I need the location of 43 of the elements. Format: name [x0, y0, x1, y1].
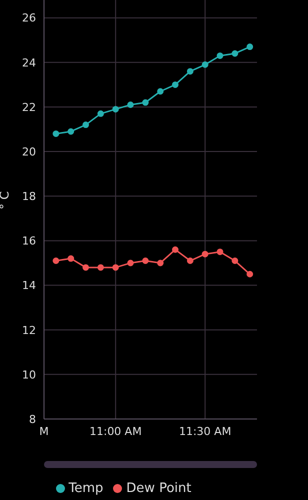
point — [52, 130, 60, 137]
point — [82, 264, 90, 271]
point — [186, 258, 194, 264]
point — [246, 44, 254, 50]
point — [97, 110, 104, 117]
legend-label: Temp — [68, 481, 104, 496]
y-tick-label: 12 — [22, 324, 36, 337]
y-tick-label: 22 — [22, 100, 36, 114]
point — [127, 102, 134, 108]
point — [112, 106, 119, 112]
y-tick-label: 14 — [22, 279, 36, 292]
point — [172, 246, 179, 253]
y-tick-label: 16 — [22, 234, 36, 248]
point — [246, 270, 254, 278]
x-tick-label: M — [39, 424, 49, 438]
y-tick-label: 24 — [22, 56, 36, 70]
point — [157, 88, 164, 95]
point — [52, 258, 60, 264]
point — [127, 260, 134, 266]
point — [112, 264, 119, 271]
point — [68, 128, 74, 135]
point — [142, 99, 149, 106]
point — [157, 260, 164, 266]
y-tick-label: 26 — [22, 12, 36, 25]
point — [142, 258, 149, 264]
point — [82, 122, 90, 128]
point — [216, 52, 224, 59]
legend-label: Dew Point — [126, 481, 192, 496]
point — [186, 68, 194, 75]
point — [232, 50, 238, 57]
point — [68, 255, 74, 262]
x-tick-label: 11:30 AM — [178, 424, 232, 438]
y-tick-label: 8 — [29, 412, 36, 426]
x-tick-label: 11:00 AM — [89, 424, 142, 438]
point — [232, 258, 238, 264]
point — [216, 248, 224, 256]
y-tick-label: 20 — [22, 145, 36, 158]
point — [97, 264, 104, 271]
y-tick-label: 10 — [22, 368, 36, 382]
point — [202, 61, 208, 68]
point — [202, 250, 208, 258]
y-tick-label: 18 — [22, 190, 36, 204]
point — [172, 81, 179, 88]
